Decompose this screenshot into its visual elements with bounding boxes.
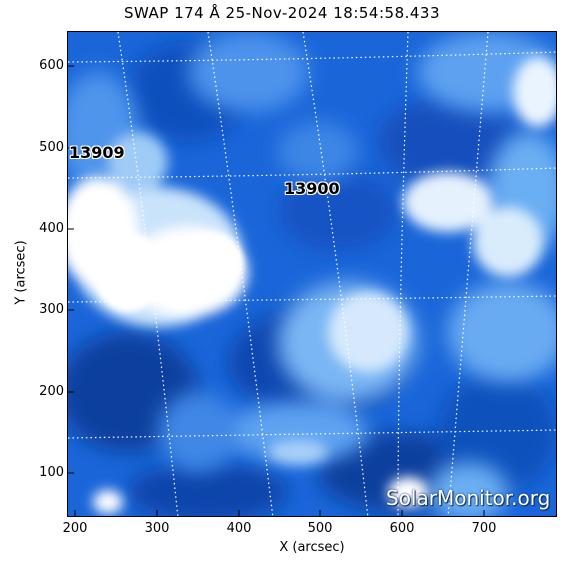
x-tick-label: 700 — [471, 521, 497, 536]
active-region-label: 13909 — [69, 143, 125, 162]
heliographic-grid — [68, 32, 556, 516]
x-tick-label: 200 — [62, 521, 88, 536]
y-tick-label: 400 — [39, 221, 64, 236]
x-tick-label: 500 — [307, 521, 333, 536]
y-tick-label: 600 — [39, 58, 64, 73]
solar-image — [68, 32, 556, 516]
x-axis-label: X (arcsec) — [279, 540, 345, 555]
x-tick-label: 400 — [226, 521, 252, 536]
x-tick-label: 300 — [144, 521, 170, 536]
active-region-label: 13900 — [284, 179, 340, 198]
y-tick-label: 100 — [39, 465, 64, 480]
watermark: SolarMonitor.org — [386, 486, 551, 510]
solar-image-frame — [67, 31, 557, 517]
image-title: SWAP 174 Å 25-Nov-2024 18:54:58.433 — [123, 4, 441, 22]
y-axis-label: Y (arcsec) — [13, 240, 29, 305]
y-tick-label: 200 — [39, 384, 64, 399]
y-tick-label: 300 — [39, 302, 64, 317]
y-tick-label: 500 — [39, 140, 64, 155]
x-tick-label: 600 — [389, 521, 415, 536]
